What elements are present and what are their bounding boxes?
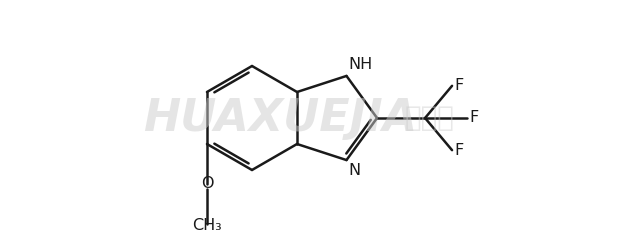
- Text: N: N: [348, 163, 360, 178]
- Text: CH₃: CH₃: [192, 218, 222, 234]
- Text: F: F: [454, 78, 463, 93]
- Text: F: F: [454, 143, 463, 158]
- Text: F: F: [469, 110, 479, 126]
- Text: HUAXUEJIA: HUAXUEJIA: [143, 96, 417, 139]
- Text: O: O: [201, 176, 213, 192]
- Text: NH: NH: [348, 57, 373, 72]
- Text: 化学加: 化学加: [405, 104, 455, 132]
